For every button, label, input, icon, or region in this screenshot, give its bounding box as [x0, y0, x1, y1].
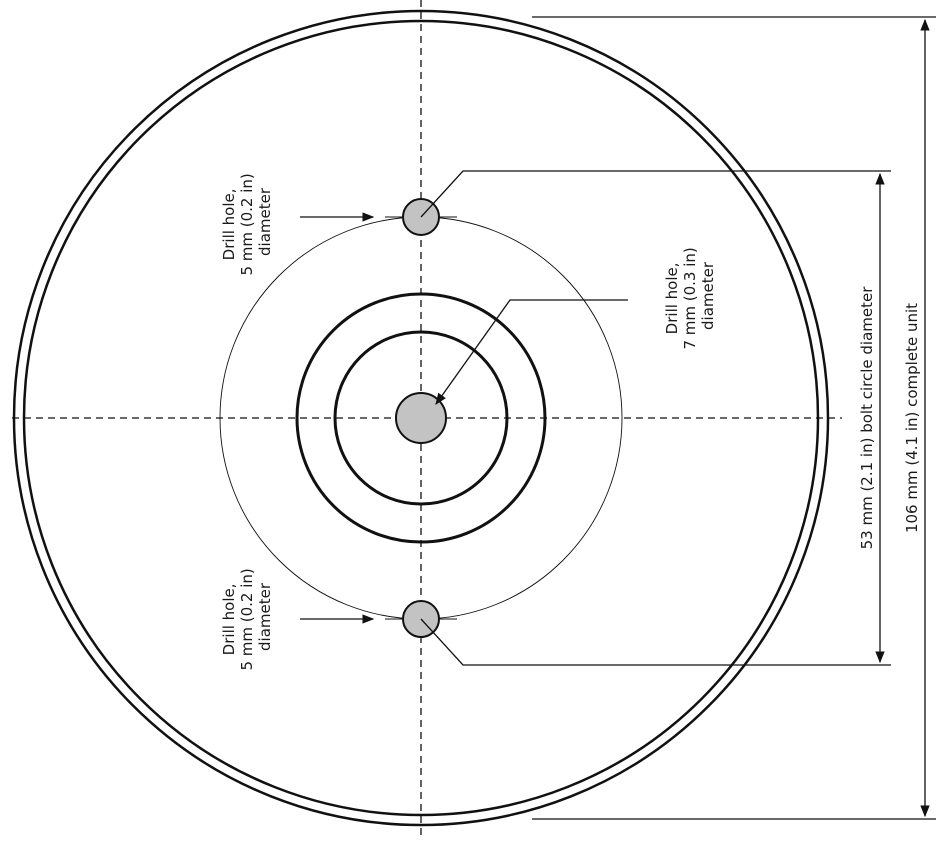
center-hole-label: Drill hole, 7 mm (0.3 in) diameter: [663, 242, 717, 349]
center-hole-leader: [435, 299, 628, 405]
bolt-circle-bottom-extension: [420, 618, 891, 666]
center-drill-hole: [395, 392, 447, 444]
bolt-circle-top-extension: [420, 170, 891, 218]
bolt-circle-dimension-label: 53 mm (2.1 in) bolt circle diameter: [858, 286, 876, 550]
upper-hole-label: Drill hole, 5 mm (0.2 in) diameter: [220, 168, 274, 275]
unit-dimension-label: 106 mm (4.1 in) complete unit: [903, 303, 921, 533]
lower-hole-label: Drill hole, 5 mm (0.2 in) diameter: [220, 563, 274, 670]
